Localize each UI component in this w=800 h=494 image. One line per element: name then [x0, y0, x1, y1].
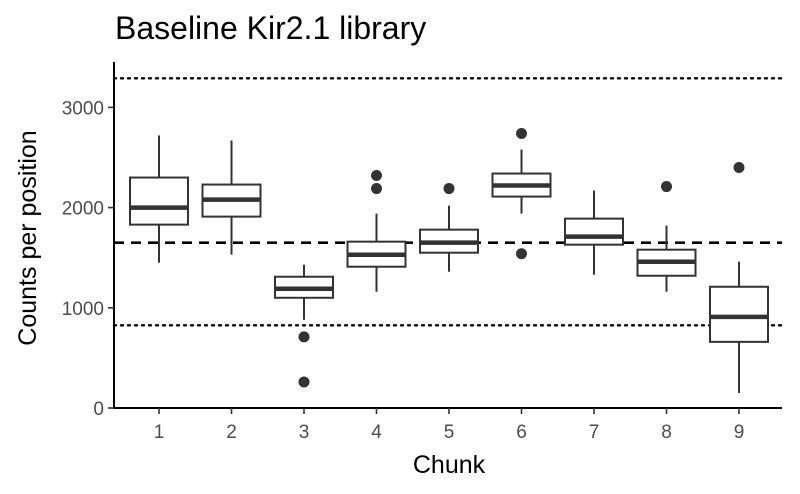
outlier-point [443, 183, 455, 195]
x-tick-label: 5 [444, 422, 455, 443]
box-iqr [709, 285, 769, 343]
box-iqr [129, 176, 189, 226]
outlier-point [516, 127, 527, 139]
box-iqr [564, 217, 624, 246]
outlier-point [661, 181, 672, 193]
outlier-point [298, 376, 310, 388]
x-tick-label: 8 [661, 422, 672, 443]
x-axis-title: Chunk [413, 451, 486, 479]
x-tick-label: 6 [516, 422, 527, 443]
outlier-point [516, 248, 527, 260]
x-tick-label: 2 [226, 422, 237, 443]
y-tick-label: 0 [93, 399, 104, 420]
chart-title: Baseline Kir2.1 library [115, 10, 426, 46]
outlier-point [733, 162, 745, 174]
y-tick-label: 3000 [62, 98, 104, 119]
x-tick-label: 1 [154, 422, 165, 443]
y-axis-title: Counts per position [14, 130, 42, 345]
x-tick-label: 4 [371, 422, 382, 443]
plot-area: 0 1000 2000 3000 1 2 3 4 5 6 7 8 9 [62, 62, 784, 443]
outlier-point [371, 183, 382, 195]
outlier-point [298, 331, 310, 343]
outlier-point [371, 170, 382, 182]
x-tick-label: 7 [589, 422, 600, 443]
x-tick-label: 3 [299, 422, 310, 443]
y-tick-label: 2000 [62, 199, 104, 220]
x-tick-label: 9 [734, 422, 745, 443]
y-tick-label: 1000 [62, 299, 104, 320]
